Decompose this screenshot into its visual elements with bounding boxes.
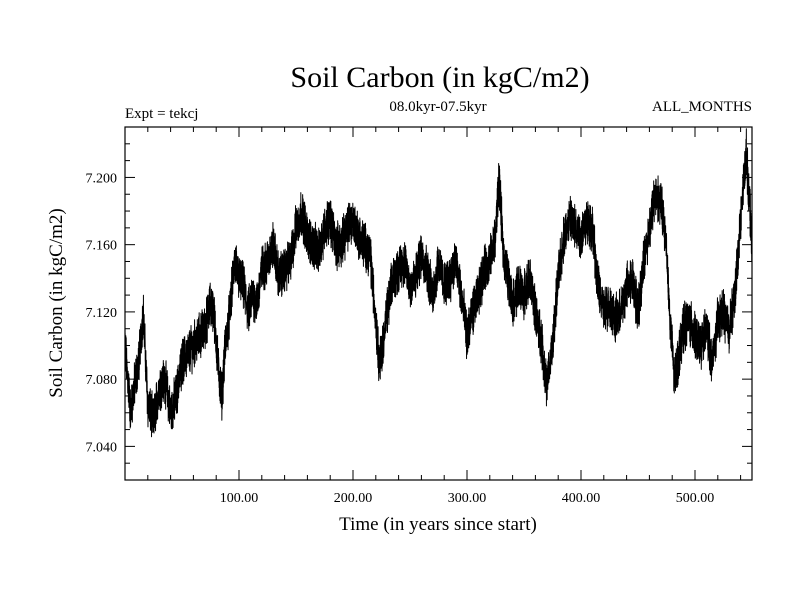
x-tick-label: 200.00 xyxy=(334,491,373,506)
chart-subtitle: 08.0kyr-07.5kyr xyxy=(389,99,486,115)
x-tick-label: 300.00 xyxy=(448,491,487,506)
x-tick-label: 400.00 xyxy=(562,491,601,506)
y-tick-label: 7.080 xyxy=(86,373,118,388)
y-axis-label: Soil Carbon (in kgC/m2) xyxy=(46,208,67,397)
x-axis-label: Time (in years since start) xyxy=(339,514,537,535)
y-tick-label: 7.200 xyxy=(86,171,118,186)
x-tick-label: 100.00 xyxy=(220,491,259,506)
y-tick-label: 7.160 xyxy=(86,239,118,254)
x-tick-label: 500.00 xyxy=(676,491,715,506)
chart-title: Soil Carbon (in kgC/m2) xyxy=(290,61,589,94)
plot-frame xyxy=(124,126,753,481)
months-label: ALL_MONTHS xyxy=(652,99,752,115)
soil-carbon-series-line xyxy=(124,128,753,438)
y-tick-label: 7.040 xyxy=(86,440,118,455)
y-tick-label: 7.120 xyxy=(86,306,118,321)
experiment-label: Expt = tekcj xyxy=(125,106,198,122)
